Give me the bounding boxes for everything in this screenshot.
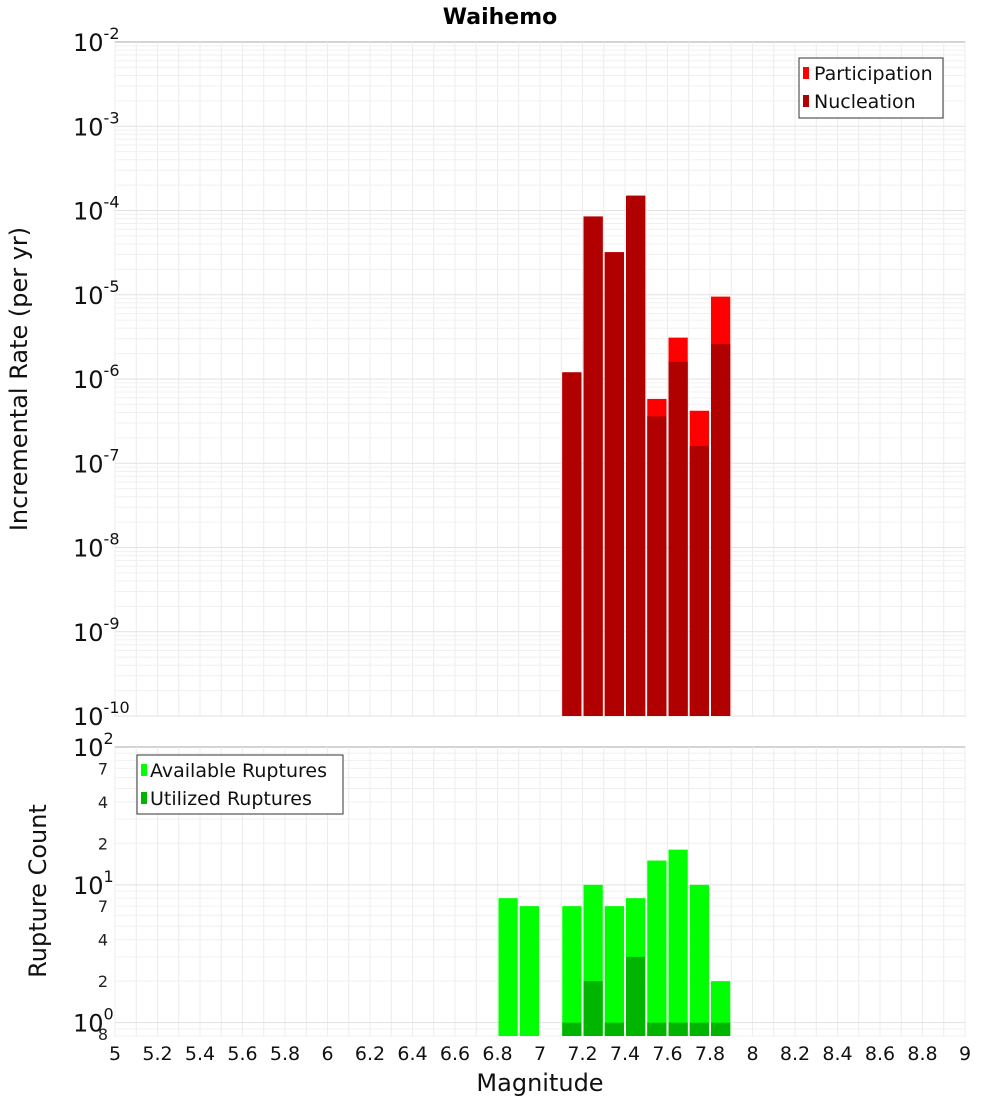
- participation-legend-label: Participation: [814, 63, 933, 85]
- y-tick-label: 102: [73, 729, 114, 762]
- rate-y-ticks: 10-10 10-9 10-8 10-7 10-6 10-5 10-4 10-3 10-2: [73, 24, 130, 731]
- available-bar: [562, 906, 582, 1036]
- available-bar: [689, 884, 709, 1036]
- nucleation-bar: [711, 344, 731, 716]
- utilized-bar: [604, 1022, 624, 1036]
- x-tick-label: 5.6: [227, 1043, 257, 1065]
- utilized-bar: [711, 1022, 731, 1036]
- x-tick-label: 7: [534, 1043, 546, 1065]
- rate-legend: Participation Nucleation: [798, 57, 944, 119]
- available-bar: [647, 860, 667, 1036]
- y-tick-label: 10-3: [73, 108, 120, 141]
- y-tick-label: 2: [98, 972, 108, 991]
- count-y-axis-label: Rupture Count: [24, 804, 52, 978]
- rate-grid: [114, 42, 966, 717]
- x-axis-label: Magnitude: [476, 1069, 603, 1097]
- nucleation-bar: [562, 372, 582, 716]
- available-bar: [498, 898, 518, 1036]
- utilized-legend-swatch: [141, 792, 147, 804]
- x-tick-label: 7.4: [610, 1043, 640, 1065]
- x-tick-label: 5.4: [185, 1043, 215, 1065]
- x-tick-label: 6: [321, 1043, 333, 1065]
- nucleation-bar: [626, 195, 646, 716]
- y-tick-label: 10-9: [73, 614, 120, 647]
- x-tick-label: 5.2: [142, 1043, 172, 1065]
- available-bar: [668, 849, 688, 1036]
- nucleation-bar: [583, 216, 603, 716]
- y-tick-label: 4: [98, 931, 108, 950]
- y-tick-label: 4: [98, 793, 108, 812]
- y-tick-label: 10-10: [73, 698, 130, 731]
- x-axis-ticks: 5 5.2 5.4 5.6 5.8 6 6.2 6.4 6.6 6.8 7 7.2 7.4 7.6 7.8 8…: [109, 1043, 971, 1065]
- nucleation-legend-swatch: [803, 95, 809, 107]
- count-legend: Available Ruptures Utilized Ruptures: [136, 754, 344, 815]
- nucleation-bar: [647, 416, 667, 716]
- y-tick-label: 10-8: [73, 530, 120, 563]
- nucleation-bar: [604, 252, 624, 717]
- y-tick-label: 8: [98, 1025, 108, 1044]
- x-tick-label: 6.8: [482, 1043, 512, 1065]
- x-tick-label: 6.2: [355, 1043, 385, 1065]
- rate-y-axis-label: Incremental Rate (per yr): [5, 227, 33, 531]
- utilized-bar: [626, 956, 646, 1036]
- y-tick-label: 2: [98, 834, 108, 853]
- x-tick-label: 7.2: [567, 1043, 597, 1065]
- utilized-bar: [668, 1022, 688, 1036]
- y-tick-label: 10-6: [73, 361, 120, 394]
- nucleation-bar: [668, 361, 688, 716]
- participation-legend-swatch: [803, 67, 809, 79]
- x-tick-label: 8.8: [907, 1043, 937, 1065]
- x-tick-label: 7.6: [652, 1043, 682, 1065]
- available-legend-swatch: [141, 764, 147, 776]
- y-tick-label: 101: [73, 867, 114, 900]
- utilized-bar: [583, 981, 603, 1036]
- rate-bars: [562, 195, 731, 717]
- count-legend-box: [136, 754, 344, 815]
- y-tick-label: 7: [98, 897, 108, 916]
- rate-legend-box: [798, 57, 944, 119]
- nucleation-legend-label: Nucleation: [814, 91, 916, 113]
- x-tick-label: 8: [746, 1043, 758, 1065]
- y-tick-label: 10-2: [73, 24, 120, 57]
- y-tick-label: 100: [73, 1005, 114, 1038]
- utilized-bar: [647, 1022, 667, 1036]
- x-tick-label: 9: [959, 1043, 971, 1065]
- x-tick-label: 8.2: [780, 1043, 810, 1065]
- nucleation-bar: [689, 446, 709, 716]
- available-bar: [519, 906, 539, 1036]
- y-tick-label: 10-4: [73, 193, 120, 226]
- available-bar: [604, 906, 624, 1036]
- x-tick-label: 8.6: [865, 1043, 895, 1065]
- count-bars: [498, 849, 731, 1036]
- chart-title: Waihemo: [443, 5, 558, 30]
- x-tick-label: 6.4: [397, 1043, 427, 1065]
- x-tick-label: 5.8: [270, 1043, 300, 1065]
- available-legend-label: Available Ruptures: [150, 760, 327, 782]
- utilized-bar: [689, 1022, 709, 1036]
- y-tick-label: 10-7: [73, 445, 120, 478]
- utilized-legend-label: Utilized Ruptures: [150, 788, 312, 810]
- x-tick-label: 8.4: [822, 1043, 852, 1065]
- available-bar: [711, 981, 731, 1036]
- utilized-bar: [562, 1022, 582, 1036]
- rate-panel: 10-10 10-9 10-8 10-7 10-6 10-5 10-4 10-3 10-2 In…: [5, 24, 966, 731]
- x-tick-label: 5: [109, 1043, 121, 1065]
- x-tick-label: 7.8: [695, 1043, 725, 1065]
- x-tick-label: 6.6: [440, 1043, 470, 1065]
- y-tick-label: 10-5: [73, 277, 120, 310]
- y-tick-label: 7: [98, 759, 108, 778]
